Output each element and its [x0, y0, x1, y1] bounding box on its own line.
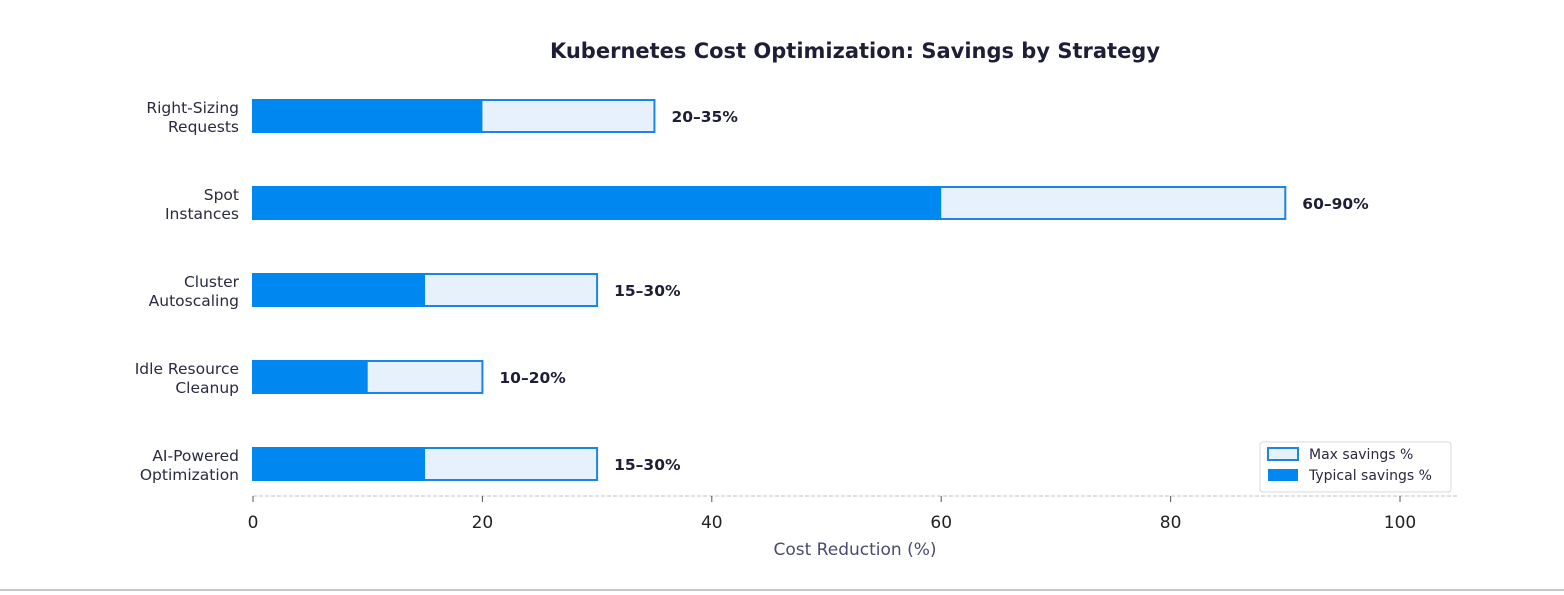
- range-value-label: 10–20%: [499, 369, 566, 387]
- typical-savings-bar: [252, 273, 426, 307]
- typical-savings-bar: [252, 360, 368, 394]
- chart-title: Kubernetes Cost Optimization: Savings by…: [550, 39, 1160, 63]
- range-value-label: 20–35%: [671, 108, 738, 126]
- typical-savings-bar: [252, 99, 483, 133]
- category-label: AI-Powered Optimization: [140, 447, 239, 484]
- category-label: Spot Instances: [165, 186, 239, 223]
- x-tick-label: 100: [1384, 513, 1416, 533]
- category-label: Right-Sizing Requests: [146, 99, 239, 136]
- category-label: Cluster Autoscaling: [149, 273, 240, 310]
- chart-legend: Max savings % Typical savings %: [1259, 441, 1452, 493]
- legend-label-max: Max savings %: [1309, 447, 1413, 463]
- x-tick-label: 80: [1160, 513, 1182, 533]
- x-axis-label: Cost Reduction (%): [773, 540, 936, 560]
- legend-label-typical: Typical savings %: [1308, 468, 1432, 484]
- range-value-label: 15–30%: [614, 456, 681, 474]
- legend-swatch-typical: [1268, 469, 1298, 481]
- typical-savings-bar: [252, 186, 942, 220]
- x-tick-label: 0: [248, 513, 259, 533]
- x-tick-label: 60: [930, 513, 952, 533]
- legend-frame: [1259, 441, 1452, 493]
- bottom-border: [0, 589, 1564, 591]
- range-value-label: 15–30%: [614, 282, 681, 300]
- x-tick-label: 20: [472, 513, 494, 533]
- typical-savings-bar: [252, 447, 426, 481]
- range-value-label: 60–90%: [1302, 195, 1369, 213]
- legend-swatch-max: [1267, 447, 1299, 461]
- category-label: Idle Resource Cleanup: [135, 360, 239, 397]
- x-tick-label: 40: [701, 513, 723, 533]
